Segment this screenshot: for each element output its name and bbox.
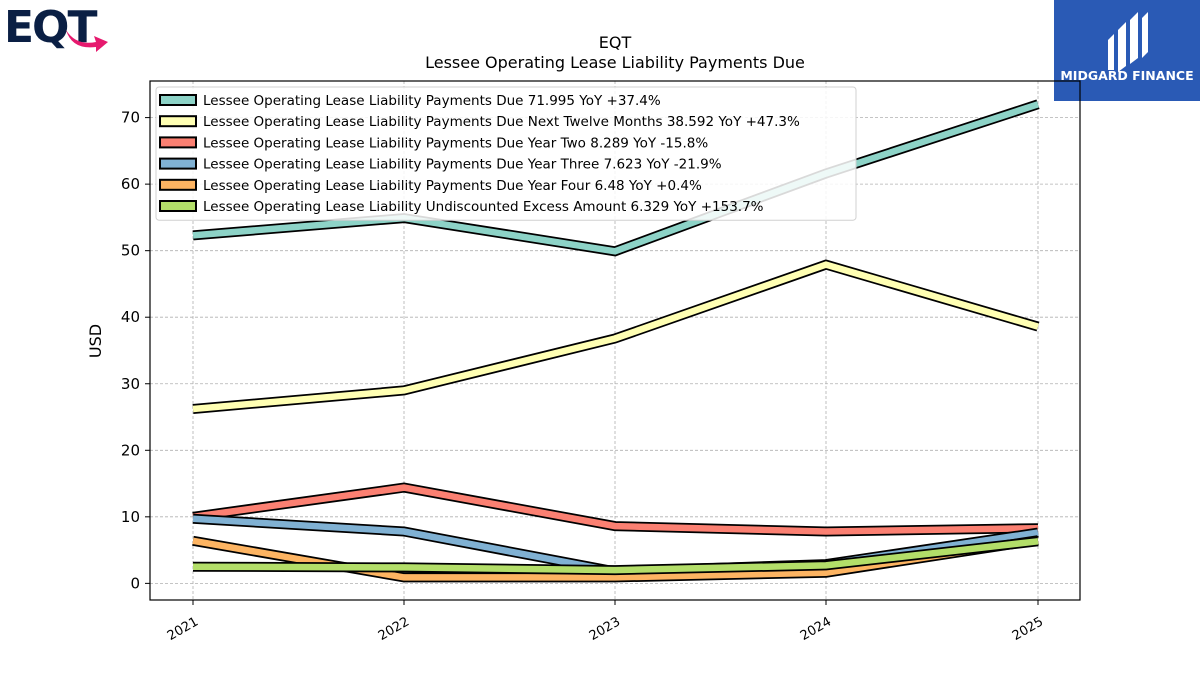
legend-label: Lessee Operating Lease Liability Payment… [203,114,800,130]
legend-item: Lessee Operating Lease Liability Payment… [159,114,800,130]
y-tick-label: 0 [130,574,140,592]
x-tick-label: 2024 [798,614,834,644]
midgard-finance-logo: MIDGARD FINANCE [1054,0,1200,101]
legend-swatch [159,200,197,212]
y-tick-label: 70 [121,109,140,127]
legend-swatch [159,157,197,170]
y-tick-label: 60 [121,175,140,193]
legend-label: Lessee Operating Lease Liability Payment… [203,178,702,194]
midgard-pillars-icon [1108,12,1148,72]
y-axis: 0 10 20 30 40 50 60 70 [121,109,150,592]
x-tick-label: 2023 [587,614,623,644]
y-tick-label: 40 [121,308,140,326]
legend-label: Lessee Operating Lease Liability Payment… [203,135,708,151]
y-tick-label: 20 [121,441,140,459]
legend-swatch [159,115,197,128]
eqt-logo: EQT [4,2,108,53]
y-axis-label: USD [86,324,105,358]
y-tick-label: 50 [121,242,140,260]
x-tick-label: 2021 [165,614,201,644]
legend-label: Lessee Operating Lease Liability Payment… [203,157,722,173]
legend-item: Lessee Operating Lease Liability Undisco… [159,199,764,215]
series-line [192,259,1040,414]
y-tick-label: 30 [121,375,140,393]
legend-swatch [159,94,197,106]
x-axis: 2021 2022 2023 2024 2025 [165,600,1046,644]
series-line-fill [192,484,1039,535]
legend-item: Lessee Operating Lease Liability Payment… [159,93,661,109]
chart-title: EQT [599,33,632,52]
series-line-fill [192,261,1039,413]
legend-item: Lessee Operating Lease Liability Payment… [159,135,708,151]
series-line [192,536,1039,576]
legend-label: Lessee Operating Lease Liability Undisco… [203,199,764,215]
legend-swatch [159,136,197,149]
legend-label: Lessee Operating Lease Liability Payment… [203,93,661,109]
legend-item: Lessee Operating Lease Liability Payment… [159,157,722,173]
series-lines [192,99,1040,583]
chart-subtitle: Lessee Operating Lease Liability Payment… [425,53,805,72]
legend: Lessee Operating Lease Liability Payment… [155,86,857,221]
midgard-logo-text: MIDGARD FINANCE [1060,68,1193,83]
legend-box [155,86,857,221]
x-tick-label: 2022 [376,614,412,644]
series-line-fill [192,101,1040,255]
series-line [192,99,1040,257]
series-line [192,482,1039,537]
legend-item: Lessee Operating Lease Liability Payment… [159,178,702,194]
legend-swatch [159,178,197,191]
y-tick-label: 10 [121,508,140,526]
x-tick-label: 2025 [1010,614,1046,644]
eqt-logo-arrow-icon [66,30,108,52]
series-line-fill [192,538,1039,574]
